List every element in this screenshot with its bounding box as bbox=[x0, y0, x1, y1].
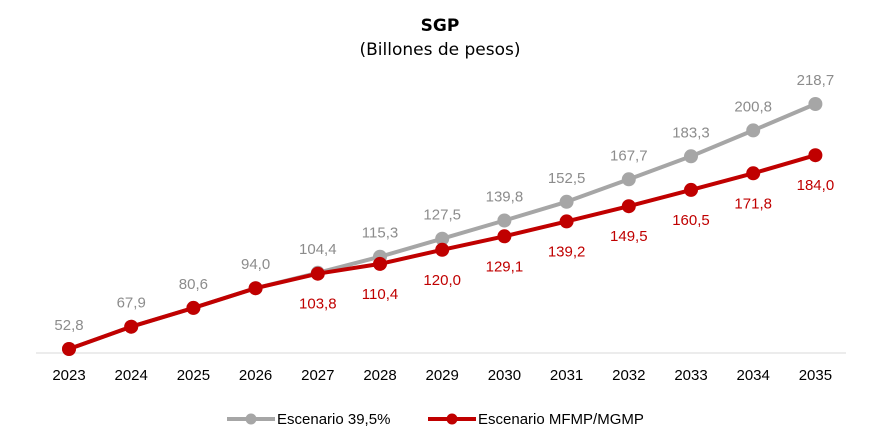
series-1-point bbox=[373, 256, 387, 271]
series-1-point bbox=[248, 281, 263, 296]
series-0-point bbox=[746, 123, 761, 138]
series-1 bbox=[62, 148, 823, 356]
x-tick-label: 2032 bbox=[612, 367, 645, 384]
series-0-point bbox=[808, 97, 823, 111]
series-1-point bbox=[559, 214, 574, 229]
data-label: 149,5 bbox=[610, 228, 648, 245]
legend: Escenario 39,5% Escenario MFMP/MGMP bbox=[227, 411, 644, 426]
series-layer bbox=[62, 97, 823, 356]
series-1-point bbox=[684, 182, 698, 197]
series-1-point bbox=[124, 319, 139, 334]
data-label: 52,8 bbox=[54, 317, 83, 334]
series-0-point bbox=[621, 172, 636, 187]
x-tick-label: 2026 bbox=[239, 367, 272, 384]
x-tick-label: 2029 bbox=[426, 367, 459, 384]
data-label: 127,5 bbox=[423, 207, 461, 224]
data-label: 167,7 bbox=[610, 147, 648, 164]
series-1-point bbox=[746, 166, 761, 181]
legend-gray-marker bbox=[245, 413, 257, 425]
legend-item-gray: Escenario 39,5% bbox=[227, 411, 390, 426]
data-label: 218,7 bbox=[797, 72, 835, 89]
series-0-point bbox=[497, 213, 512, 228]
chart-subtitle: (Billones de pesos) bbox=[359, 40, 520, 60]
data-label: 129,1 bbox=[486, 258, 524, 275]
data-label: 110,4 bbox=[362, 286, 398, 303]
data-label: 160,5 bbox=[672, 212, 710, 229]
x-tick-labels: 2023 2024 2025 2026 2027 2028 2029 2030 2031 2032… bbox=[52, 367, 832, 384]
x-tick-label: 2023 bbox=[52, 367, 85, 384]
data-label: 200,8 bbox=[734, 98, 772, 115]
series-1-point bbox=[808, 148, 823, 163]
series-1-point bbox=[621, 199, 636, 214]
x-tick-label: 2034 bbox=[737, 367, 770, 384]
series-1-point bbox=[497, 229, 512, 244]
data-label: 152,5 bbox=[548, 170, 586, 187]
data-label: 184,0 bbox=[797, 177, 835, 194]
series-1-point bbox=[310, 266, 325, 281]
chart-title: SGP bbox=[421, 16, 460, 36]
data-label: 80,6 bbox=[179, 276, 208, 293]
data-label: 104,4 bbox=[299, 241, 337, 258]
data-label: 103,8 bbox=[299, 296, 337, 313]
legend-gray-label: Escenario 39,5% bbox=[277, 411, 390, 426]
data-label: 67,9 bbox=[117, 295, 146, 312]
data-label: 115,3 bbox=[362, 225, 398, 242]
series-0-point bbox=[559, 194, 574, 209]
x-tick-label: 2027 bbox=[301, 367, 334, 384]
series-1-point bbox=[435, 242, 450, 257]
x-tick-label: 2033 bbox=[674, 367, 707, 384]
x-tick-label: 2035 bbox=[799, 367, 832, 384]
legend-item-red: Escenario MFMP/MGMP bbox=[428, 411, 644, 426]
series-1-point bbox=[186, 300, 201, 315]
data-label: 183,3 bbox=[672, 124, 710, 141]
x-tick-label: 2025 bbox=[177, 367, 210, 384]
series-1-point bbox=[62, 342, 76, 356]
data-label: 139,2 bbox=[548, 243, 586, 260]
data-label: 171,8 bbox=[734, 195, 772, 212]
x-tick-label: 2031 bbox=[550, 367, 583, 384]
series-0-point bbox=[684, 149, 698, 164]
legend-red-marker bbox=[446, 413, 458, 425]
legend-red-label: Escenario MFMP/MGMP bbox=[478, 411, 644, 426]
data-label: 94,0 bbox=[241, 256, 270, 273]
x-tick-label: 2024 bbox=[115, 367, 148, 384]
data-label: 139,8 bbox=[486, 189, 524, 206]
data-labels-layer: 52,8 67,9 80,6 94,0 104,4 115,3 127,5 139,8 152,… bbox=[54, 72, 834, 334]
x-tick-label: 2030 bbox=[488, 367, 521, 384]
series-0-point bbox=[435, 231, 450, 246]
x-tick-label: 2028 bbox=[363, 367, 396, 384]
data-label: 120,0 bbox=[423, 272, 461, 289]
